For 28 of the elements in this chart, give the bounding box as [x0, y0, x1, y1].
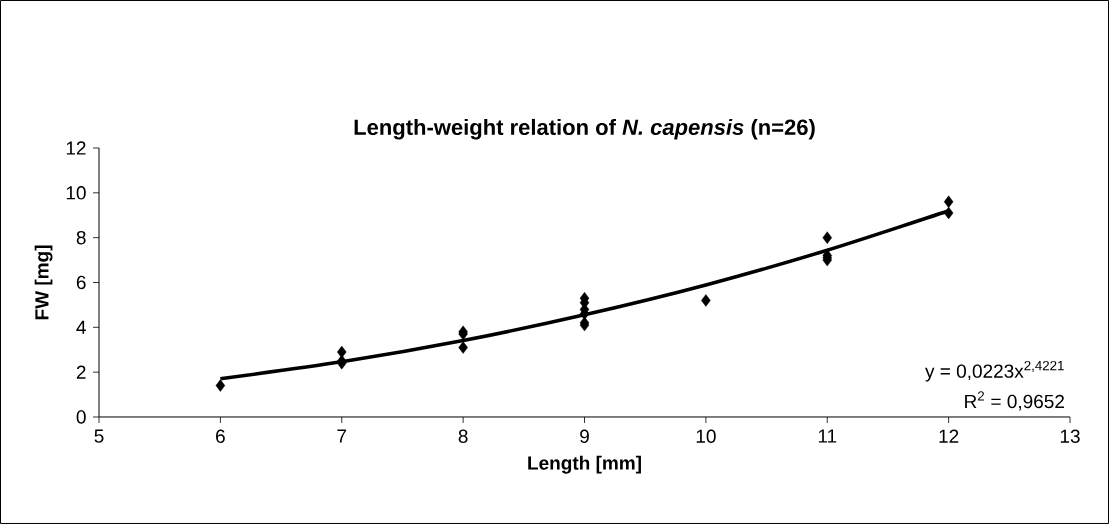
x-tick-label: 6: [216, 429, 225, 443]
annotation: y = 0,0223x$^{2,4221}$: [925, 360, 1064, 382]
point: [822, 231, 832, 244]
y-tick-label: 12: [66, 141, 86, 155]
point: [458, 341, 468, 354]
y-axis-title: FW [mg]: [34, 245, 53, 320]
point: [701, 294, 711, 307]
point: [337, 345, 347, 359]
y-tick-label: 8: [76, 230, 86, 245]
y-tick-label: 4: [76, 320, 86, 334]
point: [943, 195, 954, 208]
x-tick-label: 13: [1060, 429, 1080, 443]
annotation: R$^{2}$ = 0,9652: [965, 391, 1064, 411]
x-tick-label: 7: [337, 429, 347, 443]
point: [215, 379, 226, 392]
x-tick-label: 10: [696, 429, 716, 443]
y-tick-label: 2: [76, 365, 86, 379]
x-tick-label: 11: [818, 429, 837, 443]
y-tick-label: 10: [66, 186, 86, 200]
y-tick-label: 6: [76, 275, 86, 290]
x-tick-label: 12: [939, 429, 959, 443]
x-tick-label: 9: [580, 429, 589, 443]
y-tick-label: 0: [76, 410, 86, 424]
point: [943, 206, 954, 220]
x-tick-label: 8: [458, 429, 468, 443]
x-axis-title: Length [mm]: [528, 455, 641, 474]
chart-title: Length-weight relation of N. capensis (n=26): [354, 118, 815, 140]
x-tick-label: 5: [94, 429, 104, 443]
